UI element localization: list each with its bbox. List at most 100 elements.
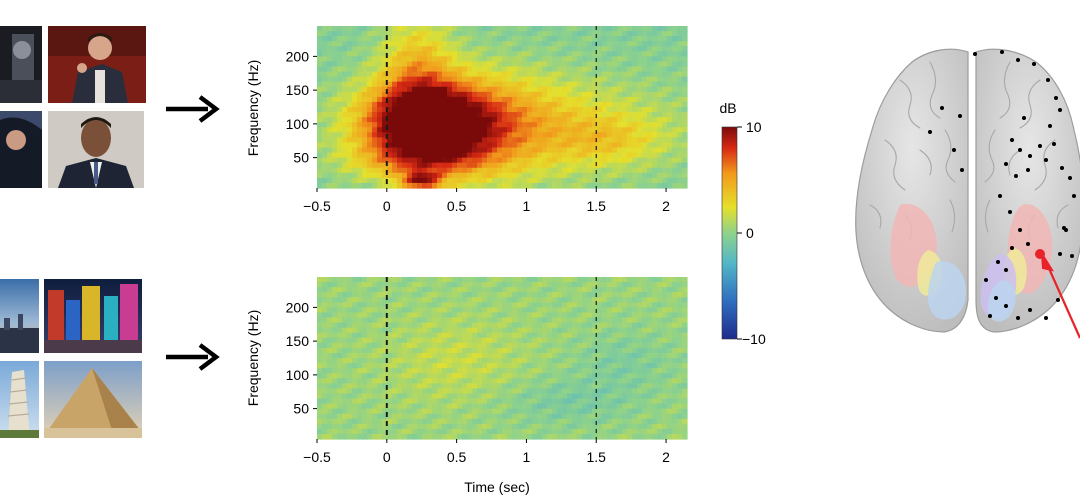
spectrogram-cell xyxy=(607,56,613,63)
spectrogram-cell xyxy=(527,46,533,52)
spectrogram-cell xyxy=(417,61,423,68)
spectrogram-cell xyxy=(387,86,393,93)
spectrogram-cell xyxy=(527,393,533,400)
spectrogram-cell xyxy=(317,307,323,314)
spectrogram-cell xyxy=(357,327,363,334)
spectrogram-cell xyxy=(532,322,538,329)
spectrogram-cell xyxy=(577,61,583,68)
spectrogram-cell xyxy=(562,337,568,344)
spectrogram-cell xyxy=(682,56,688,63)
spectrogram-cell xyxy=(592,26,598,32)
spectrogram-cell xyxy=(607,127,613,133)
spectrogram-cell xyxy=(552,86,558,93)
spectrogram-cell xyxy=(567,368,573,374)
spectrogram-cell xyxy=(472,317,478,324)
spectrogram-cell xyxy=(462,327,468,334)
spectrogram-cell xyxy=(587,307,593,314)
spectrogram-cell xyxy=(467,393,473,400)
spectrogram-cell xyxy=(622,292,628,298)
spectrogram-cell xyxy=(637,122,643,128)
place-photo-4 xyxy=(44,361,142,438)
spectrogram-cell xyxy=(317,86,323,93)
spectrogram-cell xyxy=(372,322,378,329)
spectrogram-cell xyxy=(472,142,478,149)
spectrogram-cell xyxy=(522,127,528,133)
spectrogram-cell xyxy=(667,46,673,52)
spectrogram-cell xyxy=(602,363,608,369)
spectrogram-cell xyxy=(547,282,553,288)
spectrogram-cell xyxy=(462,322,468,329)
spectrogram-cell xyxy=(587,312,593,319)
spectrogram-cell xyxy=(642,307,648,314)
spectrogram-cell xyxy=(467,66,473,73)
spectrogram-cell xyxy=(452,152,458,159)
spectrogram-cell xyxy=(447,26,453,32)
spectrogram-cell xyxy=(552,26,558,32)
spectrogram-cell xyxy=(367,117,373,123)
spectrogram-cell xyxy=(617,423,623,430)
spectrogram-cell xyxy=(597,91,603,98)
spectrogram-cell xyxy=(427,101,433,108)
spectrogram-cell xyxy=(672,418,678,425)
spectrogram-cell xyxy=(607,117,613,123)
spectrogram-cell xyxy=(432,337,438,344)
spectrogram-cell xyxy=(642,152,648,159)
spectrogram-cell xyxy=(457,31,463,37)
spectrogram-cell xyxy=(652,36,658,42)
spectrogram-cell xyxy=(432,342,438,349)
spectrogram-cell xyxy=(317,172,323,179)
spectrogram-cell xyxy=(592,177,598,184)
spectrogram-cell xyxy=(492,112,498,118)
spectrogram-cell xyxy=(612,378,618,384)
spectrogram-cell xyxy=(637,76,643,83)
spectrogram-cell xyxy=(497,423,503,430)
x-tick-label: 1.5 xyxy=(587,198,607,214)
spectrogram-cell xyxy=(592,363,598,369)
spectrogram-cell xyxy=(347,76,353,83)
spectrogram-cell xyxy=(482,36,488,42)
spectrogram-cell xyxy=(627,117,633,123)
spectrogram-cell xyxy=(342,101,348,108)
spectrogram-cell xyxy=(482,292,488,298)
spectrogram-cell xyxy=(657,147,663,154)
spectrogram-cell xyxy=(547,398,553,405)
spectrogram-cell xyxy=(437,167,443,174)
spectrogram-cell xyxy=(457,307,463,314)
spectrogram-cell xyxy=(417,428,423,435)
spectrogram-cell xyxy=(637,403,643,410)
spectrogram-cell xyxy=(347,26,353,32)
spectrogram-cell xyxy=(327,378,333,384)
spectrogram-cell xyxy=(662,26,668,32)
spectrogram-cell xyxy=(552,408,558,415)
spectrogram-cell xyxy=(382,277,388,283)
spectrogram-cell xyxy=(512,162,518,169)
spectrogram-cell xyxy=(437,433,443,440)
spectrogram-cell xyxy=(432,373,438,379)
spectrogram-cell xyxy=(567,378,573,384)
spectrogram-cell xyxy=(372,86,378,93)
spectrogram-cell xyxy=(662,423,668,430)
spectrogram-cell xyxy=(607,428,613,435)
spectrogram-cell xyxy=(442,358,448,364)
spectrogram-cell xyxy=(557,91,563,98)
spectrogram-cell xyxy=(332,112,338,118)
spectrogram-cell xyxy=(327,46,333,52)
spectrogram-cell xyxy=(602,317,608,324)
spectrogram-cell xyxy=(612,137,618,144)
spectrogram-cell xyxy=(437,71,443,78)
spectrogram-cell xyxy=(467,352,473,359)
spectrogram-cell xyxy=(467,132,473,138)
spectrogram-cell xyxy=(382,132,388,138)
spectrogram-cell xyxy=(607,337,613,344)
spectrogram-cell xyxy=(657,96,663,103)
spectrogram-cell xyxy=(512,302,518,308)
spectrogram-cell xyxy=(332,433,338,440)
spectrogram-cell xyxy=(587,282,593,288)
spectrogram-cell xyxy=(522,167,528,174)
spectrogram-cell xyxy=(612,101,618,108)
spectrogram-cell xyxy=(452,423,458,430)
spectrogram-cell xyxy=(422,147,428,154)
spectrogram-cell xyxy=(437,373,443,379)
spectrogram-cell xyxy=(677,31,683,37)
spectrogram-cell xyxy=(562,403,568,410)
